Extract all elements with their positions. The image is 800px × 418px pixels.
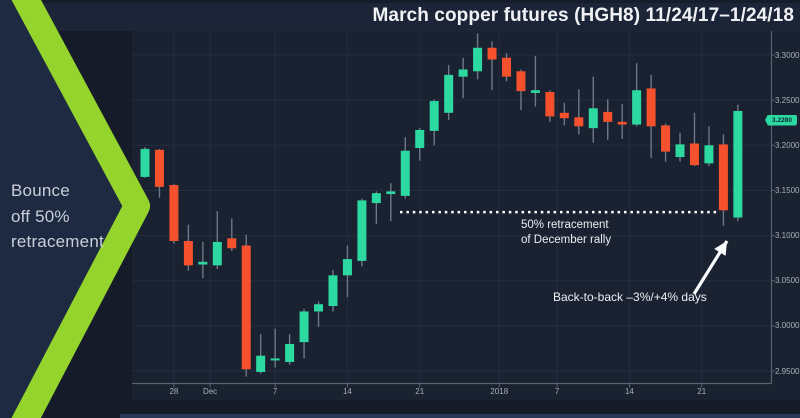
y-axis-label: 2.9500 <box>775 366 800 376</box>
candles <box>140 33 743 377</box>
candle-up <box>473 47 483 72</box>
title-bar <box>0 0 800 31</box>
plot-border <box>132 31 773 385</box>
candle-up <box>342 259 352 276</box>
retracement-annotation-line1: 50% retracement <box>521 219 609 231</box>
candle-up <box>371 193 381 204</box>
x-axis-label: 21 <box>415 386 425 396</box>
sidebar-chevron <box>0 0 150 418</box>
bottom-accent-bar <box>120 414 800 418</box>
candle-up <box>632 90 642 125</box>
x-axis-label: 7 <box>554 386 560 396</box>
sidebar-caption-line2: off 50% <box>11 206 70 226</box>
candle-up <box>429 101 439 131</box>
candle-down <box>502 57 511 77</box>
candle-up <box>530 90 540 93</box>
candle-up <box>314 304 324 312</box>
candle-up <box>400 150 410 196</box>
candle-down <box>574 117 584 127</box>
candle-up <box>212 241 222 266</box>
candle-down <box>545 92 555 117</box>
chevron-navy-wedge <box>0 0 137 418</box>
chevron-green-band <box>11 0 150 418</box>
candle-up <box>458 69 468 77</box>
candle-up <box>198 261 208 265</box>
candle-down <box>689 143 699 166</box>
candle-up <box>285 343 295 363</box>
candle-down <box>646 88 656 127</box>
x-axis-label: 28 <box>169 386 179 396</box>
sidebar-caption-line3: retracement <box>11 232 104 251</box>
price-axis-ticks <box>771 54 775 372</box>
candle-up <box>415 129 425 149</box>
candle-down <box>154 149 164 187</box>
candle-up <box>444 74 454 113</box>
candle-down <box>718 144 728 211</box>
candle-up <box>299 311 309 343</box>
candle-down <box>559 112 569 119</box>
annotation-arrow <box>692 240 729 295</box>
time-axis-ticks <box>173 383 703 388</box>
x-axis-label: 14 <box>342 386 352 396</box>
candle-down <box>227 238 237 249</box>
candle-down <box>169 185 179 242</box>
candle-down <box>241 245 251 370</box>
retracement-annotation: 50% retracement of December rally <box>521 218 611 247</box>
x-axis-label: Dec <box>202 386 218 396</box>
candle-down <box>661 125 671 152</box>
candle-up <box>328 275 338 307</box>
back-to-back-annotation: Back-to-back –3%/+4% days <box>553 290 707 304</box>
plot-background <box>132 31 800 400</box>
candle-up <box>733 110 743 218</box>
candle-up <box>675 144 685 158</box>
y-axis-label: 3.2000 <box>775 140 800 150</box>
candle-down <box>183 241 193 266</box>
x-axis-label: 7 <box>272 386 278 396</box>
candle-up <box>270 358 280 361</box>
candle-up <box>386 191 396 195</box>
last-price-value: 3.2280 <box>772 116 792 124</box>
y-axis-label: 3.1000 <box>775 231 800 241</box>
retracement-annotation-line2: of December rally <box>521 233 612 246</box>
candle-down <box>516 71 526 92</box>
candle-down <box>603 111 613 122</box>
y-axis-label: 3.0500 <box>775 276 800 286</box>
candle-up <box>588 108 598 129</box>
chart-title: March copper futures (HGH8) 11/24/17–1/2… <box>372 5 794 26</box>
candle-up <box>704 145 714 164</box>
x-axis-label: 21 <box>697 386 707 396</box>
candle-up <box>140 148 150 177</box>
candle-down <box>617 121 627 125</box>
sidebar-caption-line1: Bounce <box>11 181 70 200</box>
horizontal-gridlines <box>132 54 771 372</box>
x-axis-label: 2018 <box>490 386 509 396</box>
candle-up <box>357 200 367 261</box>
y-axis-label: 3.2500 <box>775 95 800 105</box>
sidebar-caption: Bounce off 50% retracement <box>11 178 104 255</box>
candle-down <box>487 47 497 60</box>
x-axis-label: 14 <box>624 386 634 396</box>
candle-up <box>256 355 266 372</box>
top-edge-strip <box>0 0 800 3</box>
y-axis-label: 3.1500 <box>775 185 800 195</box>
y-axis-label: 3.3000 <box>775 50 800 60</box>
last-price-tag: 3.2280 <box>765 114 797 126</box>
y-axis-label: 3.0000 <box>775 321 800 331</box>
